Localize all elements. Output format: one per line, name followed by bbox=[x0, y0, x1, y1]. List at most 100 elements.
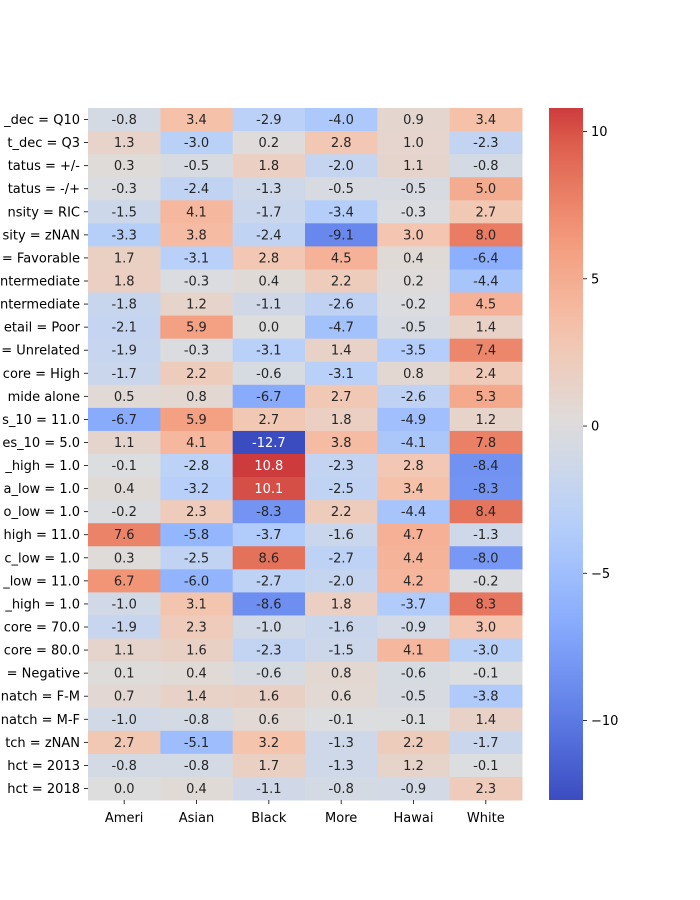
heatmap-cell bbox=[377, 753, 451, 778]
heatmap-cell bbox=[88, 638, 161, 663]
y-tick-label: _high = 1.0 bbox=[4, 597, 80, 612]
cell-value-label: -1.0 bbox=[256, 621, 281, 636]
heatmap-cell bbox=[232, 638, 306, 663]
x-tick-label: Hawai bbox=[394, 811, 434, 826]
heatmap-cell bbox=[377, 592, 451, 616]
y-tick-label: etail = Poor bbox=[4, 321, 81, 336]
heatmap-cell bbox=[232, 361, 306, 386]
cell-value-label: 1.4 bbox=[186, 690, 207, 705]
heatmap-cell bbox=[377, 477, 451, 501]
heatmap-cell bbox=[377, 200, 451, 224]
cell-value-label: 4.1 bbox=[186, 205, 207, 220]
cell-value-label: -2.3 bbox=[473, 136, 498, 151]
cell-value-label: -0.8 bbox=[184, 759, 209, 774]
cell-value-label: 2.8 bbox=[258, 251, 279, 266]
cell-value-label: -3.2 bbox=[184, 482, 209, 497]
heatmap-cell bbox=[449, 108, 523, 132]
cell-value-label: -2.0 bbox=[328, 574, 353, 589]
heatmap-cell bbox=[305, 753, 378, 778]
cell-value-label: -0.1 bbox=[328, 713, 353, 728]
cell-value-label: -4.0 bbox=[328, 113, 353, 128]
heatmap-cell bbox=[160, 407, 234, 432]
cell-value-label: 0.4 bbox=[258, 275, 279, 290]
cell-value-label: -2.8 bbox=[184, 459, 209, 474]
y-tick-label: natch = F-M bbox=[1, 690, 80, 705]
cell-value-label: 1.7 bbox=[114, 251, 135, 266]
heatmap-cell bbox=[377, 454, 451, 478]
heatmap-cell bbox=[88, 292, 161, 317]
heatmap-cell bbox=[232, 269, 306, 294]
cell-value-label: 3.0 bbox=[403, 228, 424, 243]
heatmap-cell bbox=[160, 108, 234, 132]
cell-value-label: -1.5 bbox=[328, 644, 353, 659]
heatmap-cell bbox=[88, 569, 161, 593]
cell-value-label: -1.1 bbox=[256, 298, 281, 313]
heatmap-cell bbox=[449, 684, 523, 709]
y-tick-label: nsity = RIC bbox=[7, 205, 80, 220]
heatmap-cell bbox=[449, 338, 523, 363]
heatmap-cell bbox=[160, 500, 234, 524]
heatmap-cell bbox=[232, 776, 306, 801]
heatmap-cell bbox=[160, 730, 234, 755]
x-tick-label: Ameri bbox=[105, 811, 144, 826]
cell-value-label: -1.3 bbox=[473, 528, 498, 543]
y-tick-label: hct = 2018 bbox=[7, 782, 80, 797]
cell-value-label: -0.8 bbox=[328, 782, 353, 797]
heatmap-cell bbox=[232, 338, 306, 363]
cell-value-label: -0.1 bbox=[473, 759, 498, 774]
heatmap-cell bbox=[160, 776, 234, 801]
cell-value-label: -3.5 bbox=[401, 344, 426, 359]
cell-value-label: 2.8 bbox=[331, 136, 352, 151]
cell-value-label: -0.5 bbox=[401, 690, 426, 705]
cell-value-label: -0.5 bbox=[401, 321, 426, 336]
cell-value-label: 1.1 bbox=[114, 644, 135, 659]
y-tick-label: s_10 = 11.0 bbox=[2, 413, 80, 428]
heatmap-cell bbox=[305, 269, 378, 294]
heatmap-cell bbox=[232, 661, 306, 686]
cell-value-label: 3.0 bbox=[475, 621, 496, 636]
heatmap-cell bbox=[88, 154, 161, 178]
heatmap-cell bbox=[160, 269, 234, 294]
heatmap-cell bbox=[160, 315, 234, 340]
heatmap-cell bbox=[88, 338, 161, 363]
cell-value-label: 3.4 bbox=[403, 482, 424, 497]
y-tick-label: c_low = 1.0 bbox=[4, 551, 80, 566]
cell-value-label: -8.3 bbox=[256, 505, 281, 520]
heatmap-cell bbox=[88, 361, 161, 386]
cell-value-label: 1.2 bbox=[475, 413, 496, 428]
cell-value-label: -0.8 bbox=[111, 113, 136, 128]
cell-value-label: 1.4 bbox=[475, 713, 496, 728]
cell-value-label: -1.3 bbox=[328, 736, 353, 751]
heatmap-cell bbox=[232, 131, 306, 155]
colorbar-tick-label: 0 bbox=[591, 420, 599, 435]
cell-value-label: 0.8 bbox=[186, 390, 207, 405]
cell-value-label: -3.7 bbox=[256, 528, 281, 543]
cell-value-label: 0.4 bbox=[186, 782, 207, 797]
cell-value-label: -2.4 bbox=[184, 182, 209, 197]
heatmap-cell bbox=[305, 592, 378, 616]
heatmap-cell bbox=[88, 269, 161, 294]
cell-value-label: 5.3 bbox=[475, 390, 496, 405]
heatmap-cell bbox=[449, 638, 523, 663]
heatmap-cell bbox=[449, 592, 523, 616]
cell-value-label: 8.4 bbox=[475, 505, 496, 520]
cell-value-label: 0.8 bbox=[331, 667, 352, 682]
cell-value-label: -2.4 bbox=[256, 228, 281, 243]
cell-value-label: 0.2 bbox=[403, 275, 424, 290]
cell-value-label: 1.3 bbox=[114, 136, 135, 151]
y-tick-label: natch = M-F bbox=[1, 713, 80, 728]
heatmap-cell bbox=[449, 707, 523, 732]
heatmap-cell bbox=[160, 523, 234, 547]
heatmap-cell bbox=[377, 177, 451, 201]
cell-value-label: 0.0 bbox=[258, 321, 279, 336]
cell-value-label: -1.0 bbox=[111, 713, 136, 728]
y-tick-label: mide alone bbox=[8, 390, 80, 405]
heatmap-cell bbox=[232, 707, 306, 732]
cell-value-label: -3.0 bbox=[473, 644, 498, 659]
heatmap-cell bbox=[88, 707, 161, 732]
heatmap-cell bbox=[449, 154, 523, 178]
y-tick-label: = Unrelated bbox=[1, 344, 80, 359]
y-tick-label: high = 11.0 bbox=[4, 528, 80, 543]
heatmap-cell bbox=[449, 430, 523, 455]
